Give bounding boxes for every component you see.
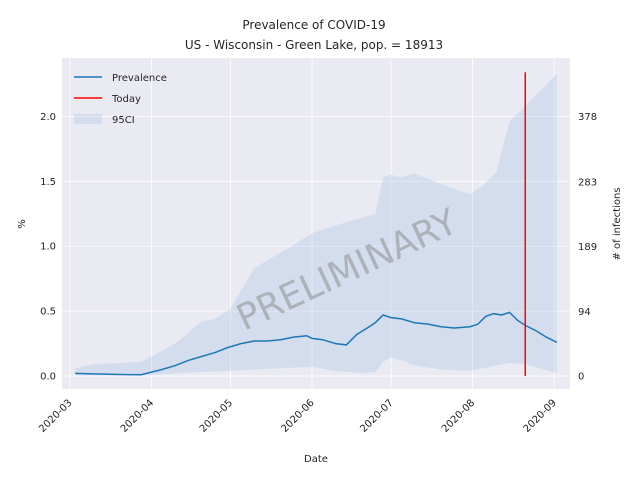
y2-axis-ticks: 0 94 189 283 378 [578, 112, 597, 382]
legend-prevalence-label: Prevalence [112, 73, 167, 84]
prevalence-line [75, 311, 558, 376]
y-tick-label: 2.0 [40, 112, 56, 123]
y2-tick-label: 189 [578, 242, 597, 253]
x-tick-label: 2020-03 [37, 398, 74, 435]
x-tick-label: 2020-05 [198, 398, 235, 435]
y2-tick-label: 283 [578, 177, 597, 188]
grid-lines [62, 58, 570, 389]
x-tick-label: 2020-06 [279, 398, 316, 435]
y-tick-label: 1.0 [40, 242, 56, 253]
x-tick-label: 2020-08 [440, 398, 477, 435]
y2-tick-label: 378 [578, 112, 597, 123]
x-axis-ticks: 2020-03 2020-04 2020-05 2020-06 2020-07 2020-… [37, 398, 559, 435]
y2-tick-label: 0 [578, 372, 584, 383]
plot-area [62, 58, 570, 389]
y2-tick-label: 94 [578, 307, 591, 318]
legend: Prevalence Today 95CI [74, 73, 167, 126]
legend-ci-label: 95CI [112, 115, 135, 126]
y-axis-label: % [17, 219, 28, 229]
y2-axis-label: # of infections [612, 187, 623, 260]
legend-ci-swatch [74, 114, 102, 124]
x-tick-label: 2020-09 [522, 398, 559, 435]
chart-title-line2: US - Wisconsin - Green Lake, pop. = 1891… [185, 38, 443, 52]
x-axis-label: Date [304, 454, 328, 465]
y-tick-label: 0.0 [40, 372, 56, 383]
legend-today-label: Today [111, 94, 141, 105]
y-tick-label: 1.5 [40, 177, 56, 188]
y-tick-label: 0.5 [40, 307, 56, 318]
x-tick-label: 2020-07 [358, 398, 395, 435]
ci-band [75, 73, 557, 376]
chart-title-line1: Prevalence of COVID-19 [242, 18, 385, 32]
x-tick-label: 2020-04 [119, 398, 156, 435]
y-axis-ticks: 0.0 0.5 1.0 1.5 2.0 [40, 112, 56, 383]
